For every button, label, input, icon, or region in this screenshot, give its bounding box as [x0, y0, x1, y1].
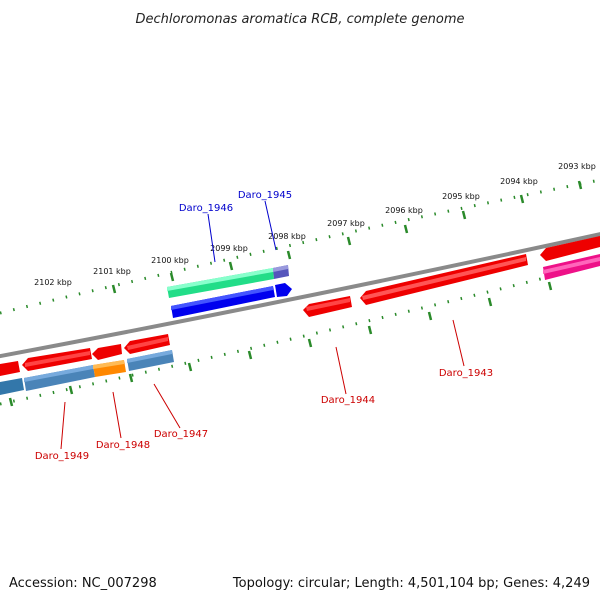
- map-title: Dechloromonas aromatica RCB, complete ge…: [135, 12, 464, 27]
- gene-Daro_1949[interactable]: [24, 365, 95, 391]
- gene-Daro_1943[interactable]: [360, 254, 528, 305]
- tick-label: 2095 kbp: [442, 192, 480, 201]
- gene-Daro_1948[interactable]: [93, 360, 126, 377]
- gene-left-steelblue-1[interactable]: [0, 378, 24, 395]
- accession-text: Accession: NC_007298: [9, 576, 157, 591]
- gene-Daro_1947[interactable]: [127, 350, 174, 371]
- gene-Daro_1945-lower[interactable]: [275, 283, 292, 297]
- genome-summary-text: Topology: circular; Length: 4,501,104 bp…: [232, 576, 590, 591]
- gene-right-pink[interactable]: [543, 254, 600, 280]
- gene-Daro_1944[interactable]: [303, 296, 352, 317]
- major-ticks-inner: [8, 281, 553, 407]
- tick-label: 2097 kbp: [327, 219, 365, 228]
- gene-Daro_1946-lower[interactable]: [171, 286, 275, 318]
- genome-backbone: [0, 232, 600, 359]
- gene-Daro_1946-upper[interactable]: [167, 268, 274, 298]
- gene-label[interactable]: Daro_1946: [179, 203, 233, 214]
- tick-label: 2098 kbp: [268, 232, 306, 241]
- gene-right-red[interactable]: [540, 236, 600, 261]
- gene-left-red-2[interactable]: [22, 348, 92, 371]
- gene-label[interactable]: Daro_1948: [96, 440, 150, 451]
- tick-labels: 2093 kbp 2094 kbp 2095 kbp 2096 kbp 2097…: [34, 162, 596, 287]
- tick-label: 2094 kbp: [500, 177, 538, 186]
- tick-label: 2101 kbp: [93, 267, 131, 276]
- tick-label: 2096 kbp: [385, 206, 423, 215]
- label-leader-lines: [60, 200, 465, 450]
- tick-label: 2102 kbp: [34, 278, 72, 287]
- tick-label: 2093 kbp: [558, 162, 596, 171]
- gene-left-red-1[interactable]: [0, 361, 20, 376]
- gene-label[interactable]: Daro_1945: [238, 190, 292, 201]
- forward-tick-track: [0, 178, 600, 315]
- gene-Daro_1945-upper[interactable]: [273, 265, 289, 279]
- major-ticks-outer: [111, 180, 583, 294]
- tick-label: 2099 kbp: [210, 244, 248, 253]
- gene-label[interactable]: Daro_1947: [154, 429, 208, 440]
- tick-label: 2100 kbp: [151, 256, 189, 265]
- gene-labels: Daro_1945 Daro_1946 Daro_1943 Daro_1944 …: [35, 190, 493, 462]
- gene-Daro_1947-red[interactable]: [124, 334, 170, 354]
- gene-Daro_1948-red[interactable]: [92, 344, 122, 360]
- gene-label[interactable]: Daro_1944: [321, 395, 375, 406]
- gene-label[interactable]: Daro_1943: [439, 368, 493, 379]
- gene-label[interactable]: Daro_1949: [35, 451, 89, 462]
- reverse-tick-track: [0, 262, 600, 406]
